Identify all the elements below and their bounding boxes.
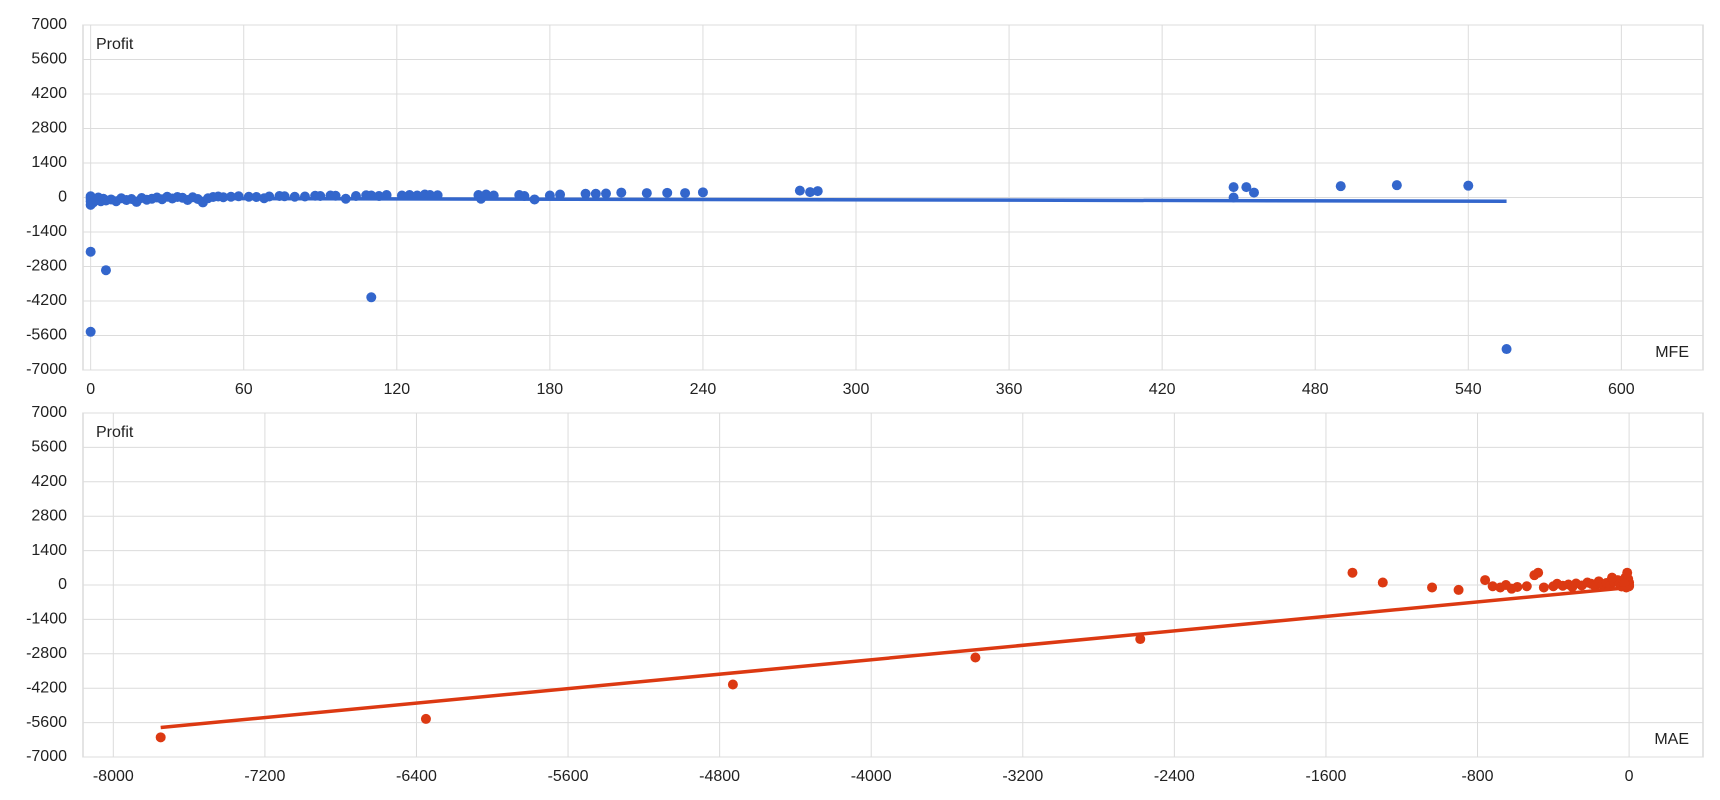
point xyxy=(100,265,111,276)
point xyxy=(1228,182,1239,193)
point xyxy=(727,679,738,690)
point xyxy=(1248,187,1259,198)
y-axis-label: Profit xyxy=(96,424,134,441)
point xyxy=(366,292,377,303)
y-tick-label: 7000 xyxy=(31,16,67,33)
point xyxy=(680,188,691,199)
y-tick-label: 4200 xyxy=(31,473,67,490)
y-tick-label: -2800 xyxy=(26,645,67,662)
y-tick-label: 2800 xyxy=(31,507,67,524)
point xyxy=(155,732,166,743)
x-tick-label: -4800 xyxy=(699,768,740,785)
point xyxy=(812,186,823,197)
point xyxy=(1480,575,1491,586)
point xyxy=(1512,581,1523,592)
y-tick-label: 1400 xyxy=(31,154,67,171)
point xyxy=(1463,180,1474,191)
point xyxy=(697,187,708,198)
y-tick-label: 7000 xyxy=(31,404,67,421)
point xyxy=(1487,581,1498,592)
point xyxy=(1538,582,1549,593)
point xyxy=(85,246,96,257)
x-tick-label: 540 xyxy=(1455,381,1482,398)
point xyxy=(641,188,652,199)
x-tick-label: -8000 xyxy=(93,768,134,785)
point xyxy=(481,189,492,200)
point xyxy=(600,188,611,199)
point xyxy=(1533,567,1544,578)
point xyxy=(1453,584,1464,595)
x-tick-label: 480 xyxy=(1302,381,1329,398)
y-tick-label: 2800 xyxy=(31,120,67,137)
point xyxy=(580,188,591,199)
point xyxy=(420,713,431,724)
x-tick-label: -1600 xyxy=(1305,768,1346,785)
point xyxy=(1377,577,1388,588)
x-tick-label: 120 xyxy=(383,381,410,398)
x-tick-label: -800 xyxy=(1462,768,1494,785)
trendline xyxy=(160,585,1630,730)
x-tick-label: 60 xyxy=(235,381,253,398)
point xyxy=(1135,634,1146,645)
x-tick-label: 180 xyxy=(537,381,564,398)
y-tick-label: -2800 xyxy=(26,258,67,275)
point xyxy=(590,188,601,199)
trendline xyxy=(90,196,1507,203)
x-tick-label: 360 xyxy=(996,381,1023,398)
y-tick-label: -5600 xyxy=(26,327,67,344)
y-tick-label: -7000 xyxy=(26,361,67,378)
point xyxy=(85,326,96,337)
point xyxy=(794,185,805,196)
point xyxy=(555,189,566,200)
x-tick-label: -5600 xyxy=(548,768,589,785)
y-tick-label: 5600 xyxy=(31,51,67,68)
point xyxy=(1241,182,1252,193)
point xyxy=(616,187,627,198)
x-tick-label: 420 xyxy=(1149,381,1176,398)
point xyxy=(1335,181,1346,192)
x-tick-label: 300 xyxy=(843,381,870,398)
x-tick-label: 0 xyxy=(86,381,95,398)
x-tick-label: 0 xyxy=(1625,768,1634,785)
x-tick-label: -2400 xyxy=(1154,768,1195,785)
y-axis-label: Profit xyxy=(96,36,134,53)
point xyxy=(1427,582,1438,593)
y-tick-label: 0 xyxy=(58,576,67,593)
point xyxy=(1391,180,1402,191)
y-tick-label: -7000 xyxy=(26,748,67,765)
y-tick-label: 0 xyxy=(58,189,67,206)
y-tick-label: -4200 xyxy=(26,679,67,696)
point xyxy=(970,652,981,663)
x-tick-label: -4000 xyxy=(851,768,892,785)
y-tick-label: -5600 xyxy=(26,714,67,731)
x-tick-label: -6400 xyxy=(396,768,437,785)
y-tick-label: 5600 xyxy=(31,439,67,456)
x-tick-label: -3200 xyxy=(1002,768,1043,785)
x-tick-label: 600 xyxy=(1608,381,1635,398)
x-tick-label: 240 xyxy=(690,381,717,398)
point xyxy=(1521,581,1532,592)
x-axis-label: MFE xyxy=(1655,344,1689,361)
point xyxy=(805,187,816,198)
point xyxy=(662,187,673,198)
x-axis-label: MAE xyxy=(1654,731,1689,748)
y-tick-label: -1400 xyxy=(26,223,67,240)
y-tick-label: 4200 xyxy=(31,85,67,102)
y-tick-label: 1400 xyxy=(31,542,67,559)
y-tick-label: -4200 xyxy=(26,292,67,309)
point xyxy=(1347,567,1358,578)
x-tick-label: -7200 xyxy=(244,768,285,785)
y-tick-label: -1400 xyxy=(26,611,67,628)
point xyxy=(1501,344,1512,355)
